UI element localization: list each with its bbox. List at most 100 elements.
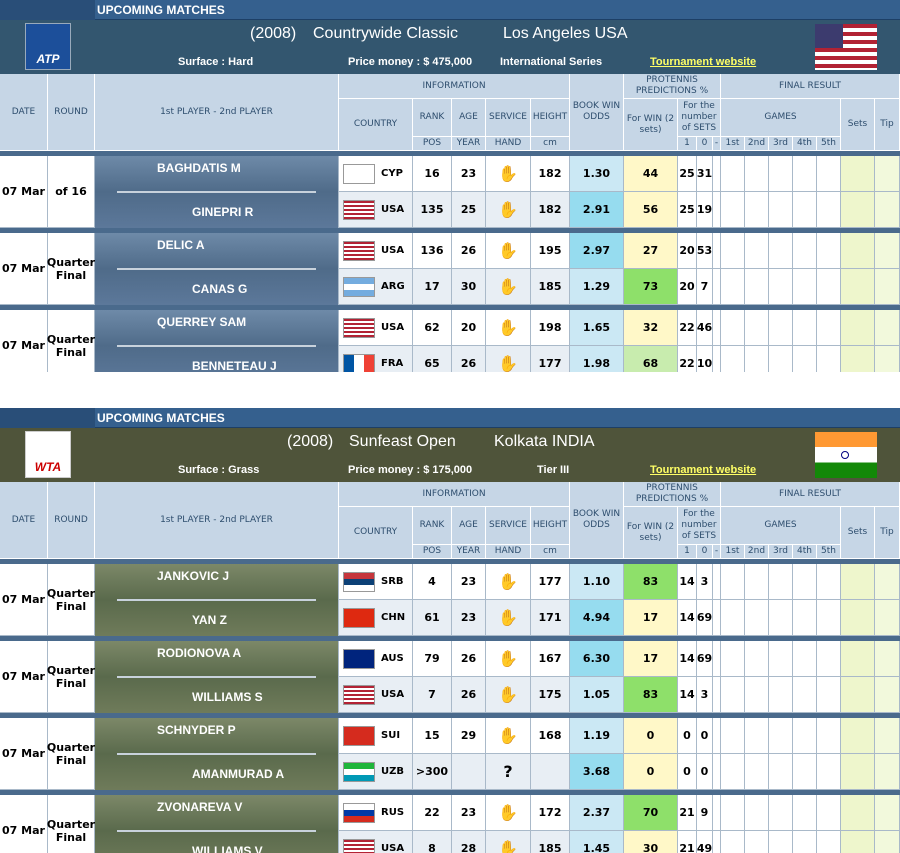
age-value: 26 xyxy=(452,677,486,713)
tournament-series: International Series xyxy=(500,56,603,68)
player1-name: JANKOVIC J xyxy=(157,569,230,583)
service-hand: ✋ xyxy=(486,600,531,636)
game-3-cell xyxy=(769,233,793,269)
tip-cell xyxy=(875,677,900,713)
match-separator xyxy=(0,228,900,233)
player2-name: GINEPRI R xyxy=(192,205,254,219)
date-header: DATE xyxy=(0,482,48,559)
tournament-website-link[interactable]: Tournament website xyxy=(650,56,757,68)
tip-cell xyxy=(875,831,900,853)
country-code: CYP xyxy=(381,168,403,179)
country-cell: SRB xyxy=(339,564,413,600)
rank-value: 17 xyxy=(413,269,452,305)
game-5-cell xyxy=(817,754,841,790)
flag-icon xyxy=(343,571,375,592)
height-value: 171 xyxy=(531,600,570,636)
win-prediction: 83 xyxy=(624,564,678,600)
age-value xyxy=(452,754,486,790)
court-image: SCHNYDER P AMANMURAD A xyxy=(95,718,339,790)
country-cell: UZB xyxy=(339,754,413,790)
sets-result-cell xyxy=(841,346,875,372)
game-4-cell xyxy=(793,831,817,853)
match-round: Quarter Final xyxy=(47,564,95,636)
hand-icon: ✋ xyxy=(498,649,518,668)
country-cell: SUI xyxy=(339,718,413,754)
flag-icon xyxy=(343,607,375,628)
game-2-cell xyxy=(745,269,769,305)
book-odds: 3.68 xyxy=(570,754,624,790)
country-code: UZB xyxy=(381,766,404,777)
age-value: 20 xyxy=(452,310,486,346)
sets-dash-cell xyxy=(713,310,721,346)
flag-icon xyxy=(343,353,375,372)
sets-result-cell xyxy=(841,831,875,853)
country-flag-icon xyxy=(815,432,877,478)
game-3-cell xyxy=(769,564,793,600)
win-prediction: 83 xyxy=(624,677,678,713)
match-date: 07 Mar xyxy=(0,564,48,636)
game-1-cell xyxy=(721,795,745,831)
tournament-website-link[interactable]: Tournament website xyxy=(650,464,757,476)
service-hand: ✋ xyxy=(486,641,531,677)
tip-cell xyxy=(875,233,900,269)
rank-header: RANK xyxy=(413,507,452,545)
service-hand: ✋ xyxy=(486,346,531,372)
win-prediction: 73 xyxy=(624,269,678,305)
sets-prediction-zero: 0 xyxy=(697,718,713,754)
age-value: 29 xyxy=(452,718,486,754)
set-one-header: 1 xyxy=(678,545,697,559)
game-5-cell xyxy=(817,641,841,677)
win-prediction: 68 xyxy=(624,346,678,372)
game3-header: 3rd xyxy=(769,137,793,151)
tournament-name: Sunfeast Open xyxy=(349,433,456,450)
flag-icon xyxy=(343,725,375,746)
win-prediction: 17 xyxy=(624,641,678,677)
set-zero-header: 0 xyxy=(697,137,713,151)
country-code: USA xyxy=(381,843,405,853)
service-hand: ✋ xyxy=(486,192,531,228)
win-prediction: 0 xyxy=(624,754,678,790)
flag-icon xyxy=(343,838,375,853)
flag-icon xyxy=(343,163,375,184)
age-value: 23 xyxy=(452,156,486,192)
game-4-cell xyxy=(793,564,817,600)
sets-prediction-one: 22 xyxy=(678,310,697,346)
country-code: CHN xyxy=(381,612,406,623)
service-header: SERVICE xyxy=(486,507,531,545)
game-1-cell xyxy=(721,677,745,713)
sets-prediction-one: 0 xyxy=(678,718,697,754)
game-5-cell xyxy=(817,600,841,636)
country-cell: CHN xyxy=(339,600,413,636)
tournament-location: Los Angeles USA xyxy=(503,25,628,42)
cm-header: cm xyxy=(531,545,570,559)
sets-prediction-one: 20 xyxy=(678,233,697,269)
country-code: AUS xyxy=(381,653,404,664)
upcoming-banner: UPCOMING MATCHES xyxy=(0,0,900,20)
sets-number-header: For the number of SETS xyxy=(678,99,721,137)
country-code: USA xyxy=(381,245,405,256)
hand-icon: ✋ xyxy=(498,572,518,591)
set-zero-header: 0 xyxy=(697,545,713,559)
flag-icon xyxy=(343,240,375,261)
rank-value: >300 xyxy=(413,754,452,790)
sets-dash-cell xyxy=(713,346,721,372)
pos-header: POS xyxy=(413,137,452,151)
sets-prediction-zero: 9 xyxy=(697,795,713,831)
sets-dash-cell xyxy=(713,641,721,677)
game-5-cell xyxy=(817,346,841,372)
date-header: DATE xyxy=(0,74,48,151)
win-prediction: 70 xyxy=(624,795,678,831)
player1-name: DELIC A xyxy=(157,238,205,252)
match-separator xyxy=(0,305,900,310)
book-odds: 1.05 xyxy=(570,677,624,713)
game-2-cell xyxy=(745,564,769,600)
player1-name: BAGHDATIS M xyxy=(157,161,241,175)
service-hand: ✋ xyxy=(486,564,531,600)
height-value: 182 xyxy=(531,192,570,228)
game-3-cell xyxy=(769,641,793,677)
player2-name: WILLIAMS V xyxy=(192,844,263,853)
flag-icon xyxy=(343,317,375,338)
tournament-series: Tier III xyxy=(537,464,570,476)
book-odds: 2.91 xyxy=(570,192,624,228)
